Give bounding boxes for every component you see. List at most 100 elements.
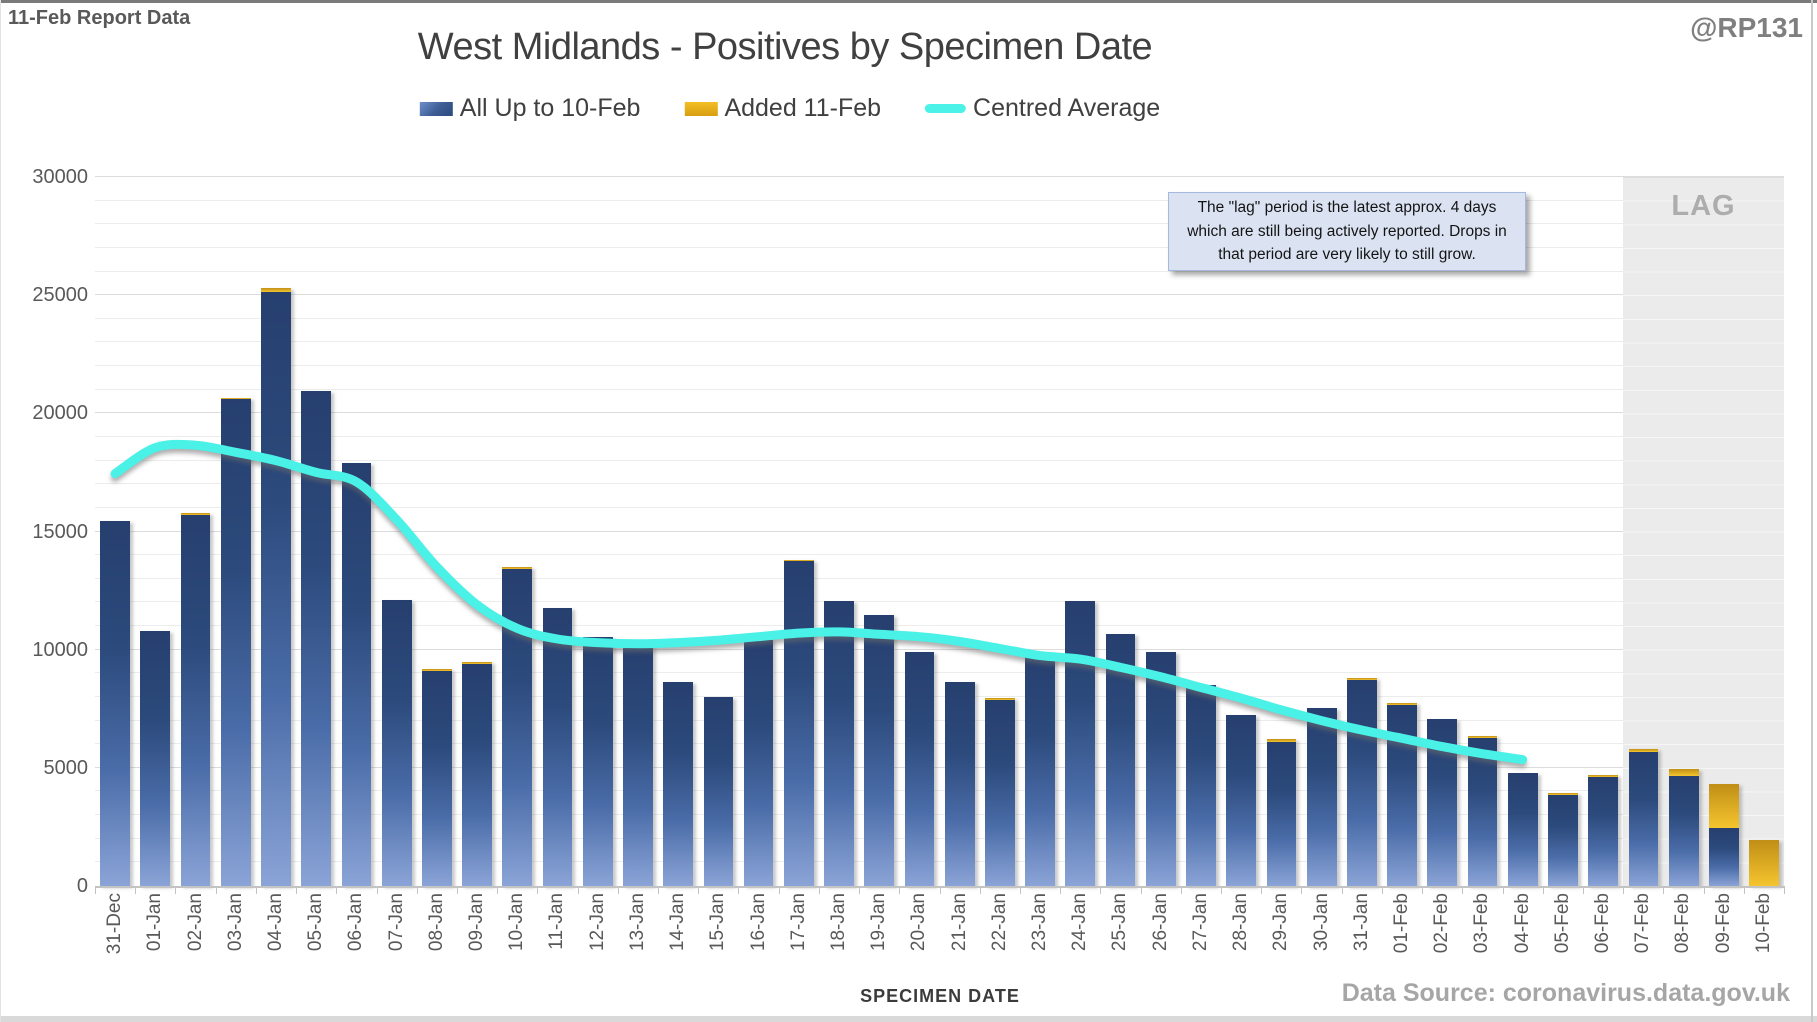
x-axis-tick — [1703, 888, 1705, 894]
bar-25-Jan — [1105, 634, 1136, 886]
bar-cell-11-Jan — [537, 177, 577, 886]
legend-label-all: All Up to 10-Feb — [459, 94, 641, 122]
bar-08-Feb — [1668, 769, 1699, 886]
bar-segment-added — [421, 668, 452, 671]
x-axis-tick — [658, 888, 659, 894]
bar-cell-01-Jan — [135, 177, 175, 886]
legend-item-all: All Up to 10-Feb — [419, 94, 641, 123]
gridline — [95, 317, 1784, 319]
bar-segment-all — [824, 601, 854, 886]
bar-segment-all — [1708, 828, 1739, 886]
bar-14-Jan — [663, 681, 694, 886]
bar-cell-16-Jan — [739, 177, 779, 886]
x-axis-label-29-Jan: 29-Jan — [1270, 893, 1292, 952]
bar-segment-all — [904, 652, 935, 886]
gridline — [95, 861, 1784, 863]
x-axis-label-02-Feb: 02-Feb — [1431, 893, 1453, 954]
bar-01-Jan — [140, 630, 171, 886]
bar-segment-added — [1548, 792, 1578, 796]
x-axis-tick — [456, 888, 458, 894]
x-axis-tick — [537, 888, 539, 894]
bar-cell-06-Feb — [1583, 177, 1623, 886]
bar-segment-all — [1548, 795, 1578, 886]
x-axis-tick — [818, 888, 820, 894]
x-axis-tick — [497, 888, 499, 894]
x-axis-label-09-Feb: 09-Feb — [1712, 893, 1734, 954]
x-axis-label-23-Jan: 23-Jan — [1029, 893, 1051, 952]
bar-cell-31-Dec — [95, 177, 135, 886]
gridline — [95, 625, 1784, 627]
bar-02-Jan — [180, 512, 211, 886]
x-axis-tick — [1341, 888, 1343, 894]
x-axis-tick — [1301, 888, 1303, 894]
bar-segment-all — [944, 681, 975, 886]
x-axis-label-27-Jan: 27-Jan — [1189, 893, 1211, 952]
bar-segment-added — [220, 397, 251, 400]
bar-cell-23-Jan — [1020, 177, 1060, 886]
x-axis-title: SPECIMEN DATE — [860, 986, 1020, 1006]
legend: All Up to 10-Feb Added 11-Feb Centred Av… — [419, 94, 1160, 123]
x-axis-line — [95, 886, 1785, 888]
bar-segment-all — [743, 640, 774, 886]
gridline — [95, 412, 1784, 414]
x-axis-tick — [899, 888, 901, 894]
plot-area — [95, 176, 1784, 886]
bar-segment-all — [1266, 741, 1297, 886]
gridline — [95, 341, 1784, 343]
x-axis-label-31-Jan: 31-Jan — [1350, 893, 1372, 952]
x-axis-label-06-Jan: 06-Jan — [345, 893, 367, 952]
bar-27-Jan — [1186, 685, 1216, 886]
gridline — [95, 648, 1784, 650]
gridline — [95, 199, 1784, 201]
x-axis-label-07-Jan: 07-Jan — [385, 893, 407, 952]
x-axis-tick — [135, 888, 137, 894]
x-axis-tick — [1623, 888, 1625, 894]
gridline — [95, 459, 1784, 461]
bar-cell-06-Jan — [336, 177, 376, 886]
bar-24-Jan — [1065, 601, 1096, 886]
x-axis-label-16-Jan: 16-Jan — [747, 893, 769, 952]
bar-cell-18-Jan — [819, 177, 859, 886]
bar-cell-31-Jan — [1342, 177, 1382, 886]
x-axis-tick — [939, 888, 941, 894]
x-axis-label-04-Feb: 04-Feb — [1511, 893, 1533, 954]
legend-item-added: Added 11-Feb — [684, 94, 881, 123]
bar-cell-19-Jan — [859, 177, 899, 886]
bar-segment-all — [140, 630, 171, 886]
y-axis-label-25000: 25000 — [32, 284, 88, 307]
centred-average-line — [110, 439, 1528, 765]
bar-09-Jan — [462, 661, 492, 886]
gridline — [95, 814, 1784, 816]
gridline — [95, 176, 1784, 177]
bar-segment-all — [1186, 685, 1216, 886]
x-axis-tick — [1060, 888, 1062, 894]
bar-04-Jan — [261, 288, 291, 886]
x-axis-label-18-Jan: 18-Jan — [827, 893, 849, 952]
gridline — [95, 719, 1784, 721]
x-axis-tick — [1221, 888, 1222, 894]
bar-cell-24-Jan — [1060, 177, 1100, 886]
bar-segment-added — [1749, 839, 1779, 886]
x-axis-label-07-Feb: 07-Feb — [1632, 893, 1654, 954]
bar-13-Jan — [623, 644, 653, 886]
x-axis-tick — [1100, 888, 1102, 894]
bar-cell-14-Jan — [658, 177, 698, 886]
x-axis-label-21-Jan: 21-Jan — [948, 893, 970, 952]
chart-title: West Midlands - Positives by Specimen Da… — [417, 26, 1153, 68]
bar-segment-all — [1025, 653, 1056, 886]
gridline — [95, 601, 1784, 603]
bar-segment-added — [1467, 735, 1498, 739]
bar-cell-29-Jan — [1261, 177, 1301, 886]
x-axis-label-08-Jan: 08-Jan — [425, 893, 447, 952]
x-axis-label-03-Jan: 03-Jan — [224, 893, 246, 952]
bar-segment-all — [985, 700, 1015, 886]
bar-03-Feb — [1467, 735, 1498, 886]
x-axis-tick — [296, 888, 298, 894]
x-axis-tick — [255, 888, 257, 894]
x-axis-label-22-Jan: 22-Jan — [988, 893, 1010, 952]
x-axis-label-08-Feb: 08-Feb — [1672, 893, 1694, 954]
bar-09-Feb — [1708, 784, 1739, 886]
gridline — [95, 483, 1784, 485]
x-axis-tick — [1663, 888, 1665, 894]
